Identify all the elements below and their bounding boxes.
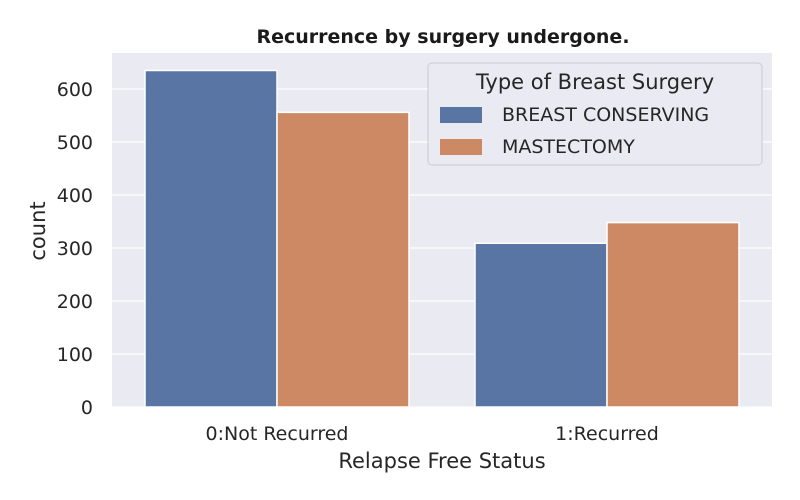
bar-mastectomy-0 — [276, 111, 410, 408]
x-tick-label: 0:Not Recurred — [206, 423, 349, 445]
y-tick-label: 500 — [57, 132, 93, 154]
y-axis-ticks: 0 100 200 300 400 500 600 — [57, 79, 93, 419]
bars — [144, 69, 740, 408]
chart-title: Recurrence by surgery undergone. — [256, 26, 629, 48]
y-axis-label: count — [26, 201, 50, 260]
x-axis-ticks: 0:Not Recurred 1:Recurred — [206, 423, 659, 445]
bar-breast-conserving-0 — [144, 69, 278, 408]
legend-box — [427, 62, 763, 166]
x-tick-label: 1:Recurred — [555, 423, 659, 445]
x-axis-label: Relapse Free Status — [338, 449, 545, 473]
legend-swatch-mastectomy — [440, 139, 482, 155]
y-tick-label: 600 — [57, 79, 93, 101]
y-tick-label: 0 — [81, 397, 93, 419]
legend-title: Type of Breast Surgery — [475, 70, 714, 94]
bar-mastectomy-1 — [606, 221, 740, 408]
legend-swatch-breast-conserving — [440, 107, 482, 123]
y-tick-label: 300 — [57, 238, 93, 260]
legend-label-breast-conserving: BREAST CONSERVING — [502, 104, 709, 126]
bar-breast-conserving-1 — [474, 242, 608, 408]
y-tick-label: 200 — [57, 291, 93, 313]
y-tick-label: 400 — [57, 185, 93, 207]
y-tick-label: 100 — [57, 344, 93, 366]
legend: Type of Breast Surgery BREAST CONSERVING… — [427, 62, 763, 166]
legend-label-mastectomy: MASTECTOMY — [502, 136, 635, 158]
